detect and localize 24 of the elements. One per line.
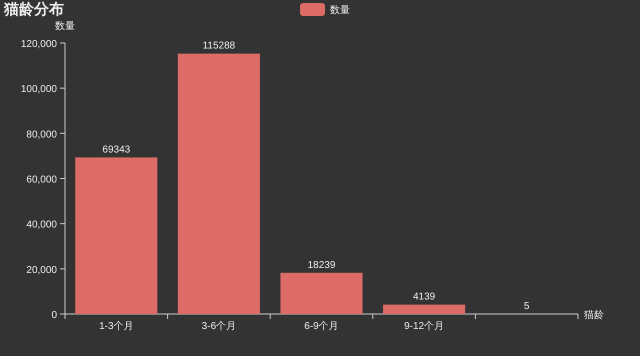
y-tick-label: 20,000 [26, 264, 58, 276]
y-axis-title: 数量 [55, 21, 75, 32]
x-tick-label: 3-6个月 [202, 320, 236, 332]
bar [75, 157, 158, 314]
x-axis-title: 猫龄 [584, 309, 604, 321]
data-label: 4139 [412, 292, 436, 303]
bar [178, 54, 260, 314]
bar [383, 304, 466, 314]
x-tick-label: 6-9个月 [304, 320, 339, 332]
legend-label: 数量 [330, 5, 350, 16]
data-label: 115288 [202, 40, 236, 52]
y-tick-label: 80,000 [26, 129, 58, 140]
chart-title: 猫龄分布 [3, 1, 64, 18]
y-tick-label: 0 [51, 310, 58, 321]
data-label: 5 [524, 300, 530, 312]
data-label: 69343 [102, 144, 131, 156]
y-tick-label: 120,000 [20, 39, 58, 50]
y-tick-label: 40,000 [26, 220, 58, 231]
x-tick-label: 1-3个月 [99, 320, 134, 332]
y-tick-label: 100,000 [20, 84, 58, 96]
x-tick-label: 9-12个月 [404, 320, 444, 332]
data-label: 18239 [308, 260, 336, 271]
bar [280, 272, 363, 314]
y-tick-label: 60,000 [26, 174, 58, 186]
